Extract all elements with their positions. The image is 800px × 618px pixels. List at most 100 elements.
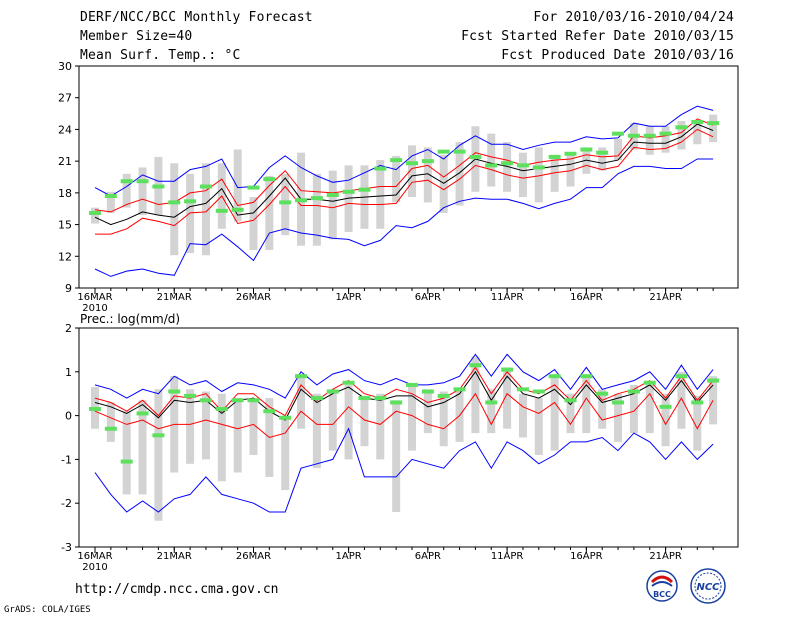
member-marker: [691, 400, 704, 405]
x-tick-label: 1APR: [336, 292, 362, 303]
member-marker: [580, 374, 593, 379]
ncc-logo: NCC: [690, 568, 726, 604]
member-marker: [310, 196, 323, 201]
range-bar: [423, 147, 432, 203]
range-bar: [106, 402, 115, 442]
x-tick-label: 21MAR: [157, 551, 192, 562]
member-marker: [136, 411, 149, 416]
x-tick-label: 21APR: [649, 551, 682, 562]
member-marker: [215, 407, 228, 412]
range-bar: [487, 389, 496, 434]
chart-title: DERF/NCC/BCC Monthly Forecast: [80, 10, 313, 25]
member-marker: [675, 374, 688, 379]
range-bar: [550, 154, 559, 192]
member-marker: [199, 398, 212, 403]
range-bar: [550, 376, 559, 451]
range-bar: [518, 152, 527, 198]
source-url: http://cmdp.ncc.cma.gov.cn: [75, 582, 279, 597]
range-bar: [471, 356, 480, 434]
range-bar: [265, 175, 274, 250]
range-bar: [629, 384, 638, 434]
range-bar: [693, 395, 702, 451]
lower-band-line: [94, 392, 714, 439]
member-marker: [231, 398, 244, 403]
range-bar: [344, 165, 353, 232]
member-marker: [184, 393, 197, 398]
member-marker: [707, 121, 720, 126]
range-bar: [661, 126, 670, 153]
range-bar: [408, 384, 416, 451]
range-bar: [138, 400, 147, 495]
member-marker: [580, 147, 593, 152]
x-tick-label: 16MAR: [77, 551, 112, 562]
range-bar: [645, 126, 654, 155]
member-marker: [310, 396, 323, 401]
y-tick-label: 9: [65, 282, 72, 295]
member-marker: [247, 398, 260, 403]
range-bar: [614, 393, 623, 442]
member-marker: [501, 161, 514, 166]
range-bar: [233, 149, 242, 222]
member-marker: [627, 389, 640, 394]
range-bar: [122, 173, 131, 208]
member-marker: [390, 400, 403, 405]
y-tick-label: 21: [58, 155, 72, 168]
variable-label: Mean Surf. Temp.: °C: [80, 48, 241, 63]
range-bar: [249, 398, 258, 456]
min-envelope-line: [94, 427, 714, 513]
range-bar: [328, 389, 337, 451]
range-bar: [344, 384, 353, 460]
range-bar: [566, 152, 575, 187]
range-bar: [392, 155, 401, 203]
y-tick-label: 30: [58, 60, 72, 73]
range-bar: [91, 207, 99, 224]
member-marker: [643, 380, 656, 385]
range-bar: [677, 120, 686, 150]
member-marker: [453, 149, 466, 154]
member-marker: [469, 154, 482, 159]
range-bar: [534, 398, 543, 456]
range-bar: [661, 393, 670, 447]
x-tick-label: 16APR: [570, 292, 603, 303]
member-marker: [263, 409, 276, 414]
range-bar: [392, 400, 401, 512]
member-marker: [152, 184, 165, 189]
member-marker: [374, 166, 387, 171]
range-bar: [376, 393, 385, 460]
member-marker: [691, 120, 704, 125]
range-bar: [408, 145, 416, 198]
member-marker: [104, 426, 117, 431]
y-tick-label: 24: [58, 123, 72, 136]
y-tick-label: -3: [61, 541, 72, 554]
member-marker: [612, 400, 625, 405]
range-bar: [439, 391, 448, 447]
member-marker: [406, 382, 418, 387]
member-marker: [437, 393, 450, 398]
upper-band-line: [94, 118, 714, 213]
panel-2: -3 -2 -1 0 1 2 16MAR 21MAR 26MAR 1APR 6APR 11APR 16A…: [61, 312, 739, 573]
ensemble-mean-line: [94, 123, 714, 226]
range-bar: [645, 384, 654, 434]
range-bar: [376, 160, 385, 229]
member-marker: [707, 378, 720, 383]
x-tick-label: 11APR: [491, 551, 524, 562]
range-bar: [249, 197, 258, 250]
range-bar: [614, 138, 623, 161]
member-marker: [247, 185, 260, 190]
member-marker: [199, 184, 212, 189]
range-bar: [503, 367, 512, 429]
range-bar: [709, 114, 718, 143]
y-tick-label: 1: [65, 366, 72, 379]
member-marker: [390, 158, 403, 163]
member-marker: [532, 389, 545, 394]
member-marker: [168, 200, 181, 205]
x-tick-label: 11APR: [491, 292, 524, 303]
x-year-label: 2010: [82, 562, 107, 573]
member-marker: [89, 407, 101, 412]
range-bar: [312, 393, 321, 469]
member-marker: [279, 200, 292, 205]
range-bar: [693, 120, 702, 145]
member-marker: [168, 389, 181, 394]
range-bar: [423, 389, 432, 434]
